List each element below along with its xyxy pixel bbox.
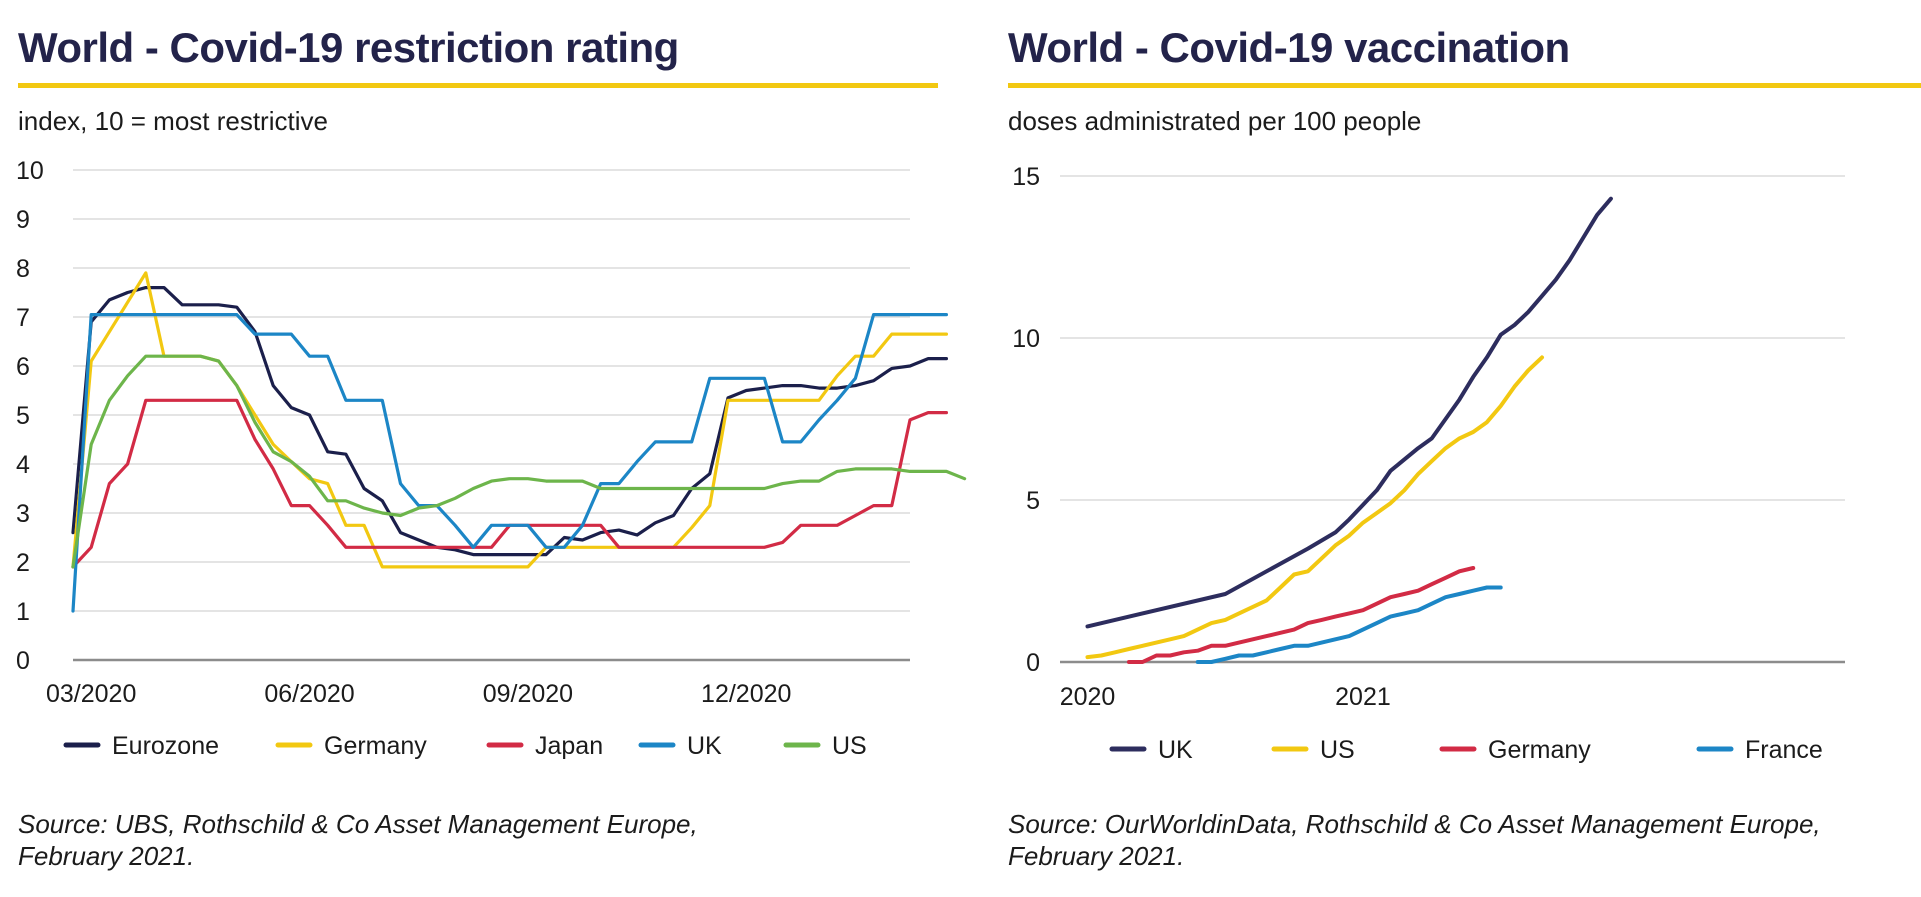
series-line-us bbox=[71, 354, 967, 569]
legend-label-us: US bbox=[1320, 736, 1355, 764]
y-tick-label: 10 bbox=[1012, 325, 1040, 353]
y-tick-label: 7 bbox=[16, 304, 30, 332]
y-tick-label: 5 bbox=[16, 402, 30, 430]
y-tick-label: 8 bbox=[16, 255, 30, 283]
source-note: Source: OurWorldinData, Rothschild & Co … bbox=[1008, 808, 1821, 872]
restriction-rating-panel: World - Covid-19 restriction rating inde… bbox=[0, 0, 967, 897]
chart-subtitle: index, 10 = most restrictive bbox=[18, 106, 328, 136]
y-tick-label: 3 bbox=[16, 500, 30, 528]
y-tick-label: 0 bbox=[16, 647, 30, 675]
series-line-uk bbox=[1085, 196, 1613, 629]
y-tick-label: 9 bbox=[16, 206, 30, 234]
x-tick-label: 06/2020 bbox=[264, 680, 354, 708]
y-tick-label: 4 bbox=[16, 451, 30, 479]
title-underline bbox=[1008, 83, 1921, 88]
series-line-germany bbox=[1126, 566, 1476, 664]
y-tick-label: 1 bbox=[16, 598, 30, 626]
series-line-us bbox=[1085, 355, 1544, 660]
x-tick-label: 03/2020 bbox=[46, 680, 136, 708]
series-line-eurozone bbox=[71, 286, 948, 557]
source-line-1: Source: OurWorldinData, Rothschild & Co … bbox=[1008, 809, 1821, 839]
legend-label-france: France bbox=[1745, 736, 1823, 764]
restriction-rating-chart: 0 1 2 3 4 5 6 7 8 9 10 03/2020 06/2020 09/2020 12/2020… bbox=[16, 157, 967, 760]
legend-label-germany: Germany bbox=[324, 732, 427, 760]
legend-label-uk: UK bbox=[1158, 736, 1193, 764]
chart-title: World - Covid-19 restriction rating bbox=[18, 24, 679, 71]
legend-label-japan: Japan bbox=[535, 732, 603, 760]
x-tick-label: 09/2020 bbox=[483, 680, 573, 708]
title-underline bbox=[18, 83, 938, 88]
y-tick-label: 10 bbox=[16, 157, 44, 185]
y-tick-label: 15 bbox=[1012, 163, 1040, 191]
source-line-1: Source: UBS, Rothschild & Co Asset Manag… bbox=[18, 809, 698, 839]
x-tick-label: 2020 bbox=[1060, 683, 1116, 711]
legend-label-germany: Germany bbox=[1488, 736, 1591, 764]
vaccination-panel: World - Covid-19 vaccination doses admin… bbox=[990, 0, 1921, 897]
series-line-france bbox=[1195, 585, 1503, 664]
legend-label-us: US bbox=[832, 732, 867, 760]
series-line-uk bbox=[71, 313, 948, 613]
y-tick-label: 5 bbox=[1026, 487, 1040, 515]
source-note: Source: UBS, Rothschild & Co Asset Manag… bbox=[18, 808, 698, 872]
x-tick-label: 12/2020 bbox=[701, 680, 791, 708]
vaccination-chart: 0 5 10 15 2020 2021 UK US Germany France bbox=[1012, 163, 1845, 764]
y-tick-label: 0 bbox=[1026, 649, 1040, 677]
y-tick-label: 6 bbox=[16, 353, 30, 381]
y-tick-label: 2 bbox=[16, 549, 30, 577]
legend-label-uk: UK bbox=[687, 732, 722, 760]
chart-title: World - Covid-19 vaccination bbox=[1008, 24, 1570, 71]
source-line-2: February 2021. bbox=[18, 841, 195, 871]
legend-label-eurozone: Eurozone bbox=[112, 732, 219, 760]
source-line-2: February 2021. bbox=[1008, 841, 1185, 871]
x-tick-label: 2021 bbox=[1335, 683, 1391, 711]
chart-subtitle: doses administrated per 100 people bbox=[1008, 106, 1422, 136]
